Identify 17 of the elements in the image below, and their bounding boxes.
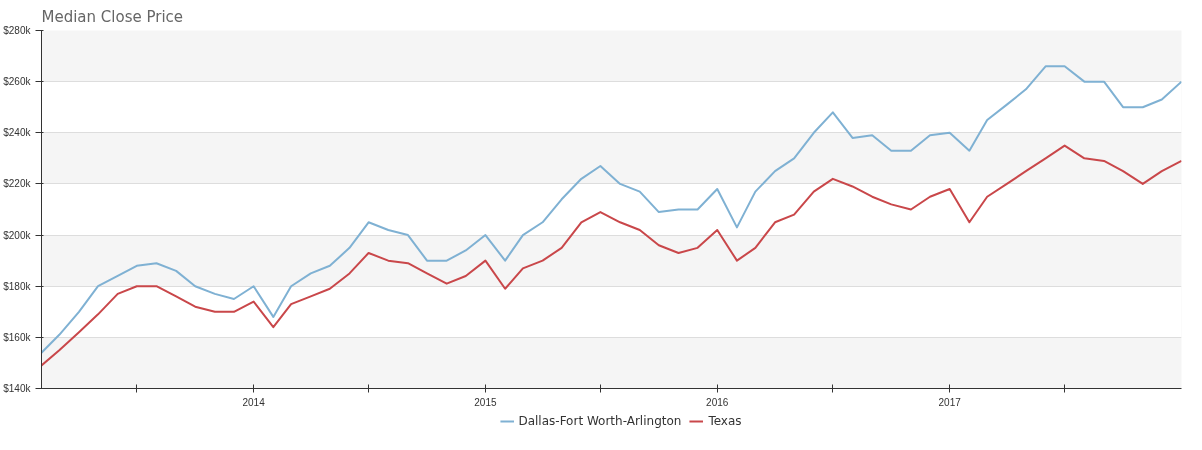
line-series bbox=[41, 144, 1182, 367]
chart-title: Median Close Price bbox=[41, 7, 184, 26]
y-tick-label: $240k bbox=[3, 127, 32, 139]
legend-label: Texas bbox=[708, 414, 742, 428]
y-tick-label: $160k bbox=[3, 331, 32, 343]
y-tick-label: $260k bbox=[3, 76, 32, 88]
y-tick-label: $180k bbox=[3, 280, 32, 292]
y-tick-label: $200k bbox=[3, 229, 32, 241]
y-tick-label: $280k bbox=[3, 25, 32, 36]
legend-label: Dallas-Fort Worth-Arlington bbox=[518, 414, 682, 428]
x-tick-label: 2015 bbox=[474, 396, 497, 408]
y-tick-label: $140k bbox=[3, 383, 32, 394]
x-tick-label: 2017 bbox=[938, 396, 962, 408]
y-tick-label: $220k bbox=[3, 178, 32, 190]
x-tick-label: 2014 bbox=[242, 396, 266, 408]
line-series bbox=[41, 65, 1182, 354]
x-tick-label: 2016 bbox=[706, 396, 729, 408]
